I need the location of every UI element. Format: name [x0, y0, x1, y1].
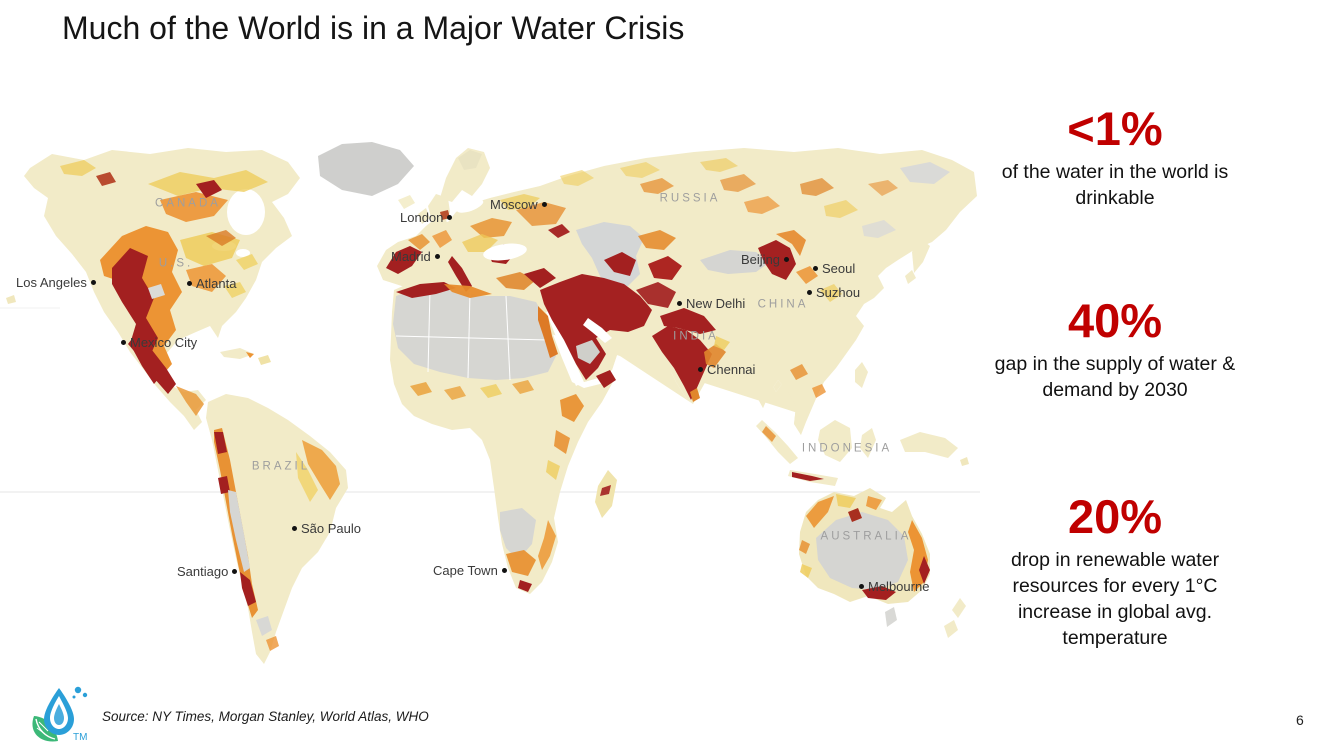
city-dot-icon	[447, 215, 453, 220]
stat-drinkable-water: <1% of the water in the world is drinkab…	[945, 104, 1285, 212]
city-label-sao-paulo: São Paulo	[292, 522, 361, 535]
city-label-text: New Delhi	[686, 296, 746, 311]
stat-value: 20%	[1067, 490, 1163, 543]
country-label-india: INDIA	[673, 330, 719, 343]
city-label-suzhou: Suzhou	[807, 286, 860, 299]
city-dot-icon	[121, 340, 126, 345]
water-drop-leaf-logo: TM	[32, 686, 88, 743]
city-label-los-angeles: Los Angeles	[16, 276, 96, 289]
stat-description: of the water in the world is drinkable	[1001, 161, 1229, 210]
world-map-graphic	[0, 142, 980, 664]
city-label-cape-town: Cape Town	[433, 564, 507, 577]
city-dot-icon	[292, 526, 297, 531]
city-label-text: Santiago	[177, 564, 229, 579]
city-label-text: Moscow	[490, 197, 538, 212]
stats-panel: <1% of the water in the world is drinkab…	[945, 0, 1285, 749]
city-label-text: Cape Town	[433, 563, 498, 578]
city-dot-icon	[434, 254, 440, 259]
city-label-seoul: Seoul	[813, 262, 855, 275]
stat-description: gap in the supply of water & demand by 2…	[994, 353, 1236, 402]
city-label-santiago: Santiago	[177, 564, 238, 579]
world-water-stress-map: CANADA U.S. RUSSIA CHINA INDIA BRAZIL IN…	[0, 140, 980, 685]
city-dot-icon	[698, 367, 703, 372]
city-dot-icon	[501, 568, 507, 573]
stat-renewable-drop: 20% drop in renewable water resources fo…	[945, 492, 1285, 651]
city-dot-icon	[541, 202, 547, 207]
page-title: Much of the World is in a Major Water Cr…	[62, 10, 685, 46]
city-label-text: Beijing	[741, 252, 781, 267]
source-note: Source: NY Times, Morgan Stanley, World …	[102, 709, 429, 724]
city-dot-icon	[859, 584, 864, 589]
country-label-indonesia: INDONESIA	[801, 442, 893, 455]
country-label-russia: RUSSIA	[659, 192, 721, 205]
bubble-icon	[82, 692, 88, 698]
city-label-new-delhi: New Delhi	[677, 297, 745, 310]
city-dot-icon	[807, 290, 812, 295]
city-label-moscow: Moscow	[490, 198, 547, 211]
city-label-text: London	[400, 210, 444, 225]
bubble-icon	[72, 695, 76, 699]
city-label-text: São Paulo	[301, 521, 361, 536]
city-dot-icon	[813, 266, 818, 271]
city-label-atlanta: Atlanta	[187, 277, 236, 290]
city-label-text: Chennai	[707, 362, 756, 377]
city-dot-icon	[677, 301, 682, 306]
city-dot-icon	[784, 257, 790, 262]
city-label-chennai: Chennai	[698, 363, 755, 376]
bubble-icon	[74, 686, 82, 694]
city-label-madrid: Madrid	[391, 250, 440, 263]
city-dot-icon	[187, 281, 192, 286]
city-label-mexico-city: Mexico City	[121, 336, 197, 349]
stat-value: <1%	[1067, 102, 1163, 155]
city-label-text: Seoul	[822, 261, 856, 276]
city-label-london: London	[400, 210, 453, 225]
city-label-beijing: Beijing	[741, 252, 790, 267]
country-label-canada: CANADA	[155, 197, 221, 210]
stat-supply-gap: 40% gap in the supply of water & demand …	[945, 296, 1285, 404]
city-label-text: Suzhou	[816, 285, 861, 300]
country-label-china: CHINA	[757, 298, 809, 311]
stat-description: drop in renewable water resources for ev…	[1010, 549, 1220, 649]
country-label-brazil: BRAZIL	[251, 460, 311, 473]
city-label-text: Mexico City	[130, 335, 198, 350]
city-label-text: Melbourne	[868, 579, 930, 594]
stat-value: 40%	[1067, 294, 1163, 347]
country-label-us: U.S.	[158, 257, 194, 270]
city-label-melbourne: Melbourne	[859, 580, 929, 593]
city-label-text: Los Angeles	[16, 275, 87, 290]
logo-tm-text: TM	[73, 732, 87, 743]
city-dot-icon	[90, 280, 96, 285]
country-label-australia: AUSTRALIA	[820, 530, 912, 543]
city-label-text: Atlanta	[196, 276, 237, 291]
city-label-text: Madrid	[391, 249, 431, 264]
city-dot-icon	[232, 569, 238, 574]
page-number: 6	[1296, 712, 1304, 728]
